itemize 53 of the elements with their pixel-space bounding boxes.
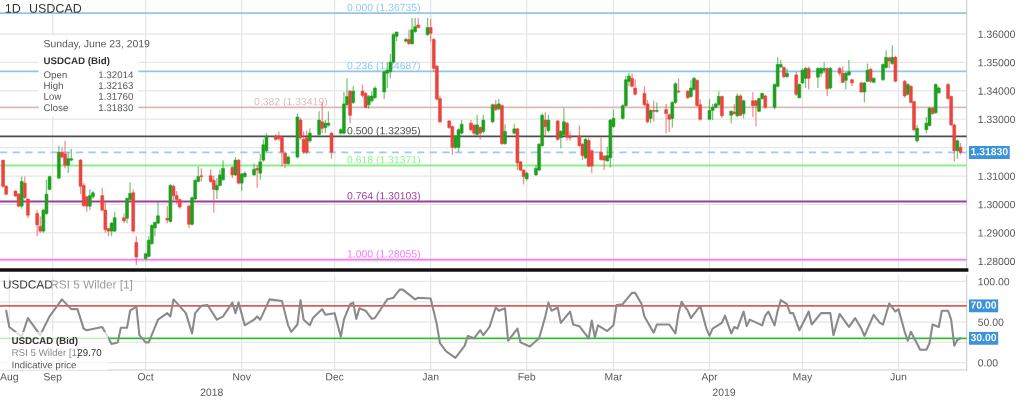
y-tick-label: 1.35000 bbox=[978, 58, 1016, 67]
annotation: USDCAD (Bid) bbox=[12, 336, 78, 347]
annotation: 1.31760 bbox=[99, 92, 134, 100]
annotation: USDCAD bbox=[3, 280, 53, 289]
y-tick-label: 1.30000 bbox=[978, 200, 1016, 209]
x-tick-label: Jun bbox=[890, 373, 907, 381]
y-tick-label: 0.00 bbox=[978, 359, 998, 367]
annotation: 0.500 (1.32395) bbox=[347, 126, 420, 137]
annotation: RSI 5 Wilder [1] bbox=[12, 348, 79, 358]
annotation: USDCAD (Bid) bbox=[44, 57, 110, 67]
x-tick-label: Aug bbox=[0, 373, 18, 383]
y-tick-label: 1.34000 bbox=[978, 87, 1016, 95]
annotation: Indicative price bbox=[12, 361, 77, 371]
y-tick-label: 1.29000 bbox=[978, 229, 1016, 237]
text: 2019 bbox=[712, 388, 736, 396]
y-tick-label: 1.28000 bbox=[978, 257, 1016, 266]
ref-line-label: 70.00 bbox=[970, 301, 997, 309]
annotation: USDCAD bbox=[29, 3, 82, 13]
ref-line-label: 30.00 bbox=[970, 333, 997, 342]
annotation: 0.764 (1.30103) bbox=[347, 191, 420, 202]
y-tick-label: 1.36000 bbox=[978, 30, 1016, 38]
annotation: 0.000 (1.36735) bbox=[347, 3, 420, 14]
annotation: High bbox=[44, 81, 63, 91]
annotation: 0.382 (1.33419) bbox=[254, 97, 327, 108]
candlestick bbox=[847, 59, 851, 77]
annotation: 29.70 bbox=[77, 349, 102, 356]
x-tick-label: Feb bbox=[518, 372, 536, 381]
y-tick-label: 1.31000 bbox=[978, 172, 1016, 180]
x-tick-label: Mar bbox=[605, 373, 623, 381]
y-tick-label: 50.00 bbox=[978, 318, 1004, 326]
x-tick-label: May bbox=[793, 373, 813, 383]
annotation: 1.32163 bbox=[99, 82, 133, 90]
annotation: RSI 5 Wilder [1] bbox=[51, 279, 133, 291]
ref-line-label: 1.31830 bbox=[971, 147, 1008, 156]
x-tick-label: Sep bbox=[43, 373, 62, 383]
annotation: 1.000 (1.28055) bbox=[347, 249, 420, 260]
annotation: Close bbox=[43, 104, 68, 112]
annotation: Open bbox=[43, 71, 67, 81]
text: 2018 bbox=[200, 388, 223, 396]
y-tick-label: 1.33000 bbox=[978, 115, 1016, 124]
annotation: 0.618 (1.31371) bbox=[347, 155, 420, 166]
x-tick-label: Apr bbox=[701, 373, 718, 383]
annotation: 1.32014 bbox=[99, 71, 134, 79]
x-tick-label: Nov bbox=[233, 373, 251, 381]
annotation: Low bbox=[44, 93, 62, 100]
x-tick-label: Dec bbox=[326, 373, 344, 381]
candlestick bbox=[822, 61, 826, 74]
annotation: Sunday, June 23, 2019 bbox=[43, 39, 150, 50]
annotation: 1D bbox=[5, 4, 21, 13]
y-tick-label: 100.00 bbox=[978, 278, 1010, 286]
x-tick-label: Oct bbox=[138, 373, 154, 381]
annotation: 1.31830 bbox=[99, 104, 134, 112]
x-tick-label: Jan bbox=[422, 373, 439, 381]
